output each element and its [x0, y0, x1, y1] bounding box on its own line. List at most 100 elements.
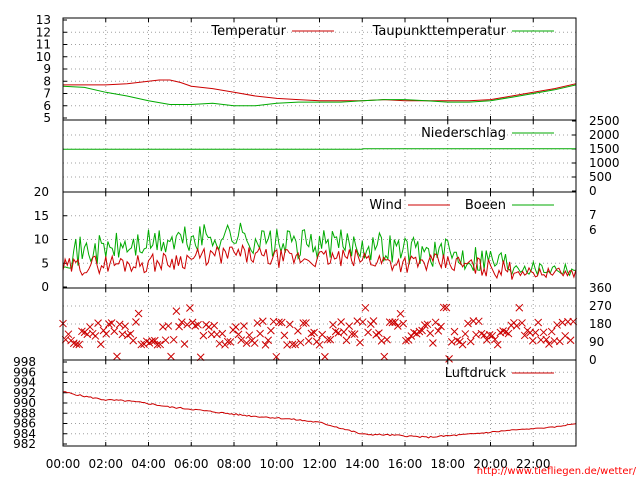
dir-ytick-right-label: 90: [589, 335, 604, 349]
wind-direction-marker: [137, 340, 146, 349]
wind-direction-marker: [126, 329, 135, 338]
rain-legend-label: Niederschlag: [421, 126, 506, 141]
wind-direction-marker: [404, 336, 413, 344]
wind-direction-marker: [148, 337, 156, 346]
source-link[interactable]: http://www.tiefliegen.de/wetter/: [477, 466, 637, 477]
wind-direction-marker: [172, 307, 181, 316]
wind-beaufort-label: 6: [589, 223, 597, 237]
wind-direction-marker: [129, 336, 138, 345]
wind-direction-marker: [105, 320, 113, 328]
time-axis-label: 00:00: [46, 457, 81, 471]
wind-direction-marker: [437, 322, 445, 331]
temp-ytick-label: 7: [43, 87, 51, 101]
wind-direction-marker: [488, 331, 497, 340]
wind-direction-marker: [134, 309, 143, 318]
wind-direction-marker: [191, 322, 200, 330]
temp-ytick-label: 5: [43, 111, 51, 125]
wind-direction-marker: [91, 332, 100, 340]
temperature-line: [63, 79, 577, 102]
wind-direction-marker: [64, 330, 73, 339]
wind-direction-marker: [302, 319, 310, 327]
wind-direction-marker: [291, 340, 300, 349]
temp-ytick-label: 13: [36, 13, 51, 27]
pressure-ytick-label: 994: [13, 376, 36, 390]
wind-direction-marker: [375, 329, 383, 337]
wind-direction-marker: [153, 340, 162, 349]
wind-direction-marker: [434, 327, 443, 335]
wind-direction-marker: [512, 321, 521, 330]
wind-direction-marker: [442, 303, 451, 312]
wind-direction-marker: [461, 330, 470, 338]
wind-direction-marker: [115, 320, 124, 329]
temp-ytick-label: 9: [43, 62, 51, 76]
wind-direction-marker: [393, 322, 402, 330]
wind-ytick-label: 20: [34, 185, 49, 199]
wind-direction-marker: [396, 309, 405, 318]
wind-direction-marker: [534, 318, 543, 327]
wind-direction-marker: [204, 323, 213, 331]
wind-direction-marker: [245, 331, 254, 340]
wind-direction-marker: [177, 318, 186, 326]
wind-ytick-label: 10: [34, 233, 49, 247]
time-axis-label: 02:00: [88, 457, 123, 471]
time-axis-label: 04:00: [131, 457, 166, 471]
wind-direction-marker: [323, 335, 332, 344]
wind-direction-marker: [256, 329, 264, 338]
time-axis-label: 08:00: [217, 457, 252, 471]
pressure-ytick-label: 984: [13, 427, 36, 441]
wind-direction-marker: [150, 336, 159, 345]
wind-direction-marker: [272, 352, 281, 361]
temp-ytick-label: 10: [36, 50, 51, 64]
wind-direction-marker: [75, 340, 84, 349]
rain-ytick-right-label: 2500: [589, 114, 620, 128]
wind-direction-marker: [423, 320, 432, 329]
wind-direction-marker: [545, 340, 553, 348]
wind-direction-marker: [94, 319, 102, 328]
wind-direction-marker: [450, 327, 459, 336]
wind-direction-marker: [264, 336, 273, 345]
wind-direction-marker: [531, 328, 540, 337]
wind-direction-marker: [250, 339, 259, 347]
wind-direction-marker: [542, 335, 551, 344]
rain-ytick-right-label: 0: [589, 184, 597, 198]
wind-direction-marker: [121, 322, 129, 331]
wind-ytick-label: 0: [41, 280, 49, 294]
rain-ytick-right-label: 1500: [589, 142, 620, 156]
temp-ytick-label: 12: [36, 25, 51, 39]
gust-line: [62, 222, 577, 277]
pressure-ytick-label: 982: [13, 437, 36, 451]
wind-direction-marker: [277, 318, 286, 327]
wind-direction-marker: [485, 331, 494, 339]
wind-direction-markers: [59, 303, 578, 363]
wind-direction-marker: [426, 329, 435, 338]
wind-direction-marker: [156, 340, 165, 349]
wind-direction-marker: [183, 320, 192, 329]
wind-direction-marker: [526, 328, 534, 337]
wind-direction-marker: [504, 329, 513, 338]
wind-direction-marker: [102, 330, 111, 338]
pressure-ytick-label: 988: [13, 406, 36, 420]
pressure-ytick-label: 990: [13, 396, 36, 410]
wind-ytick-label: 15: [34, 209, 49, 223]
wind-direction-marker: [520, 331, 529, 340]
wind-direction-marker: [493, 340, 502, 349]
wind-direction-marker: [350, 330, 359, 338]
wind-direction-marker: [356, 338, 364, 347]
wind-direction-marker: [369, 317, 378, 325]
wind-direction-marker: [169, 335, 178, 344]
wind-direction-marker: [337, 318, 345, 326]
wind-direction-marker: [566, 336, 575, 345]
wind-direction-marker: [167, 352, 175, 361]
wind-direction-marker: [348, 330, 356, 338]
wind-direction-marker: [294, 327, 302, 335]
wind-direction-marker: [361, 303, 370, 312]
wind-direction-marker: [431, 318, 440, 327]
wind-direction-marker: [242, 339, 251, 347]
wind-direction-marker: [280, 331, 289, 340]
wind-direction-marker: [132, 318, 140, 326]
wind-direction-marker: [223, 337, 232, 346]
wind-direction-marker: [458, 340, 467, 349]
wind-direction-marker: [310, 328, 318, 337]
